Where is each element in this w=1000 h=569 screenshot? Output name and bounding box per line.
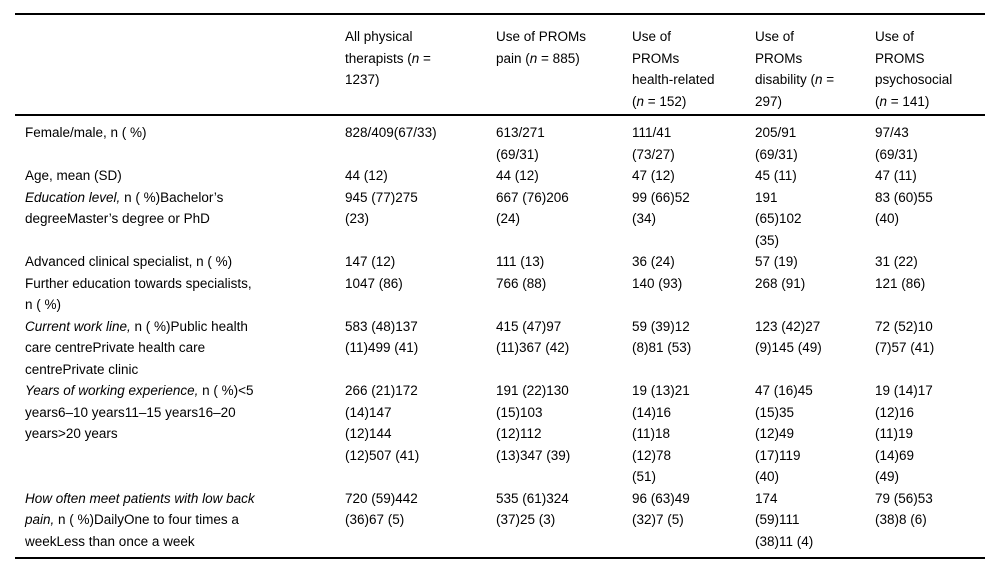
table-row-education-level: Education level, n ( %)Bachelor’s degree… [15, 187, 985, 252]
row-label: Age, mean (SD) [15, 165, 345, 187]
cell-value: 147 (12) [345, 254, 396, 269]
participant-characteristics-table: All physical therapists (n = 1237) Use o… [15, 13, 985, 559]
italic-n: n [815, 72, 823, 87]
column-header-proms-psychosocial: Use of PROMS psychosocial (n = 141) [875, 14, 985, 116]
cell-value: 1047 (86) [345, 275, 403, 291]
table-row-further-education: Further education towards specialists, n… [15, 273, 985, 316]
cell-value: 36 (24) [632, 254, 675, 269]
row-label-text: Further education towards specialists, n… [25, 275, 252, 313]
cell-value: 19 (14)17 (12)16 (11)19 (14)69 (49) [875, 383, 933, 484]
italic-n: n [411, 50, 420, 66]
cell-value: 47 (16)45 (15)35 (12)49 (17)119 (40) [755, 383, 813, 484]
cell-value: 57 (19) [755, 254, 798, 269]
cell-value: 205/91 (69/31) [755, 125, 798, 162]
row-label: Current work line, n ( %)Public health c… [15, 316, 345, 381]
cell-value: 47 (11) [875, 168, 917, 183]
column-header-text: All physical therapists ( [345, 29, 413, 66]
cell-value: 47 (12) [632, 168, 675, 183]
column-header-proms-pain: Use of PROMs pain (n = 885) [496, 14, 632, 116]
cell-value: 111 (13) [496, 254, 545, 269]
row-label-text: n ( %)<5 years6–10 years11–15 years16–20… [25, 383, 254, 441]
cell-value: 667 (76)206 (24) [496, 189, 569, 227]
italic-n: n [529, 50, 538, 66]
table-row-current-work-line: Current work line, n ( %)Public health c… [15, 316, 985, 381]
cell-value: 83 (60)55 (40) [875, 189, 933, 227]
column-header-text: = 152) [644, 93, 687, 109]
cell-value: 191 (65)102 (35) [755, 189, 802, 248]
cell-value: 79 (56)53 (38)8 (6) [875, 490, 933, 528]
table-row-female-male: Female/male, n ( %) 828/409(67/33) 613/2… [15, 115, 985, 165]
cell-value: 266 (21)172 (14)147 (12)144 (12)507 (41) [345, 383, 420, 463]
column-header-proms-health-related: Use of PROMs health-related (n = 152) [632, 14, 755, 116]
column-header-text: Use of PROMs pain ( [496, 29, 587, 66]
cell-value: 72 (52)10 (7)57 (41) [875, 318, 935, 356]
column-header-text: Use of PROMS psychosocial ( [875, 29, 953, 109]
cell-value: 44 (12) [496, 168, 539, 183]
column-header-text: Use of PROMs disability ( [755, 29, 816, 87]
column-header-empty [15, 14, 345, 116]
table-row-advanced-clinical-specialist: Advanced clinical specialist, n ( %) 147… [15, 251, 985, 273]
row-label: Advanced clinical specialist, n ( %) [15, 251, 345, 273]
column-header-text: Use of PROMs health-related ( [632, 29, 715, 109]
cell-value: 123 (42)27 (9)145 (49) [755, 318, 822, 356]
row-label-italic: Years of working experience, [25, 383, 199, 398]
cell-value: 583 (48)137 (11)499 (41) [345, 318, 419, 356]
cell-value: 99 (66)52 (34) [632, 189, 690, 227]
cell-value: 613/271 (69/31) [496, 125, 545, 162]
cell-value: 96 (63)49 (32)7 (5) [632, 490, 690, 528]
table-row-years-working-experience: Years of working experience, n ( %)<5 ye… [15, 380, 985, 488]
column-header-text: = 141) [887, 93, 930, 109]
cell-value: 19 (13)21 (14)16 (11)18 (12)78 (51) [632, 383, 690, 484]
cell-value: 111/41 (73/27) [632, 125, 675, 162]
column-header-text: = 885) [537, 50, 580, 66]
cell-value: 945 (77)275 (23) [345, 189, 418, 227]
cell-value: 415 (47)97 (11)367 (42) [496, 318, 570, 356]
row-label: Female/male, n ( %) [15, 115, 345, 165]
column-header-text: = 297) [755, 72, 835, 109]
cell-value: 828/409(67/33) [345, 125, 437, 140]
italic-n: n [879, 93, 888, 109]
row-label-italic: How often meet patients with low back pa… [25, 490, 255, 528]
cell-value: 720 (59)442 (36)67 (5) [345, 490, 418, 528]
italic-n: n [636, 93, 645, 109]
cell-value: 44 (12) [345, 168, 388, 183]
table-row-low-back-pain-frequency: How often meet patients with low back pa… [15, 488, 985, 559]
row-label-text: n ( %)Bachelor’s degreeMaster’s degree o… [25, 189, 224, 227]
table-row-age: Age, mean (SD) 44 (12) 44 (12) 47 (12) 4… [15, 165, 985, 187]
cell-value: 31 (22) [875, 254, 918, 269]
cell-value: 121 (86) [875, 275, 926, 291]
cell-value: 174 (59)111 (38)11 (4) [755, 490, 814, 549]
column-header-proms-disability: Use of PROMs disability (n = 297) [755, 14, 875, 116]
row-label-text: Age, mean (SD) [25, 168, 122, 183]
cell-value: 45 (11) [755, 168, 797, 183]
header-row: All physical therapists (n = 1237) Use o… [15, 14, 985, 116]
row-label: How often meet patients with low back pa… [15, 488, 345, 559]
row-label: Education level, n ( %)Bachelor’s degree… [15, 187, 345, 252]
cell-value: 535 (61)324 (37)25 (3) [496, 490, 569, 528]
row-label-text: Advanced clinical specialist, n ( %) [25, 254, 233, 269]
row-label: Further education towards specialists, n… [15, 273, 345, 316]
row-label-italic: Education level, [25, 189, 121, 205]
cell-value: 766 (88) [496, 275, 547, 291]
row-label-italic: Current work line, [25, 318, 131, 334]
column-header-all-physical-therapists: All physical therapists (n = 1237) [345, 14, 496, 116]
cell-value: 97/43 (69/31) [875, 125, 918, 162]
row-label-text: n ( %)DailyOne to four times a weekLess … [25, 512, 239, 549]
cell-value: 191 (22)130 (15)103 (12)112 (13)347 (39) [496, 383, 571, 463]
column-header-text: = 1237) [345, 50, 431, 88]
cell-value: 59 (39)12 (8)81 (53) [632, 318, 692, 356]
row-label: Years of working experience, n ( %)<5 ye… [15, 380, 345, 488]
row-label-text: n ( %)Public health care centrePrivate h… [25, 318, 248, 377]
cell-value: 268 (91) [755, 275, 806, 291]
cell-value: 140 (93) [632, 275, 683, 291]
row-label-text: Female/male, n ( %) [25, 125, 147, 140]
